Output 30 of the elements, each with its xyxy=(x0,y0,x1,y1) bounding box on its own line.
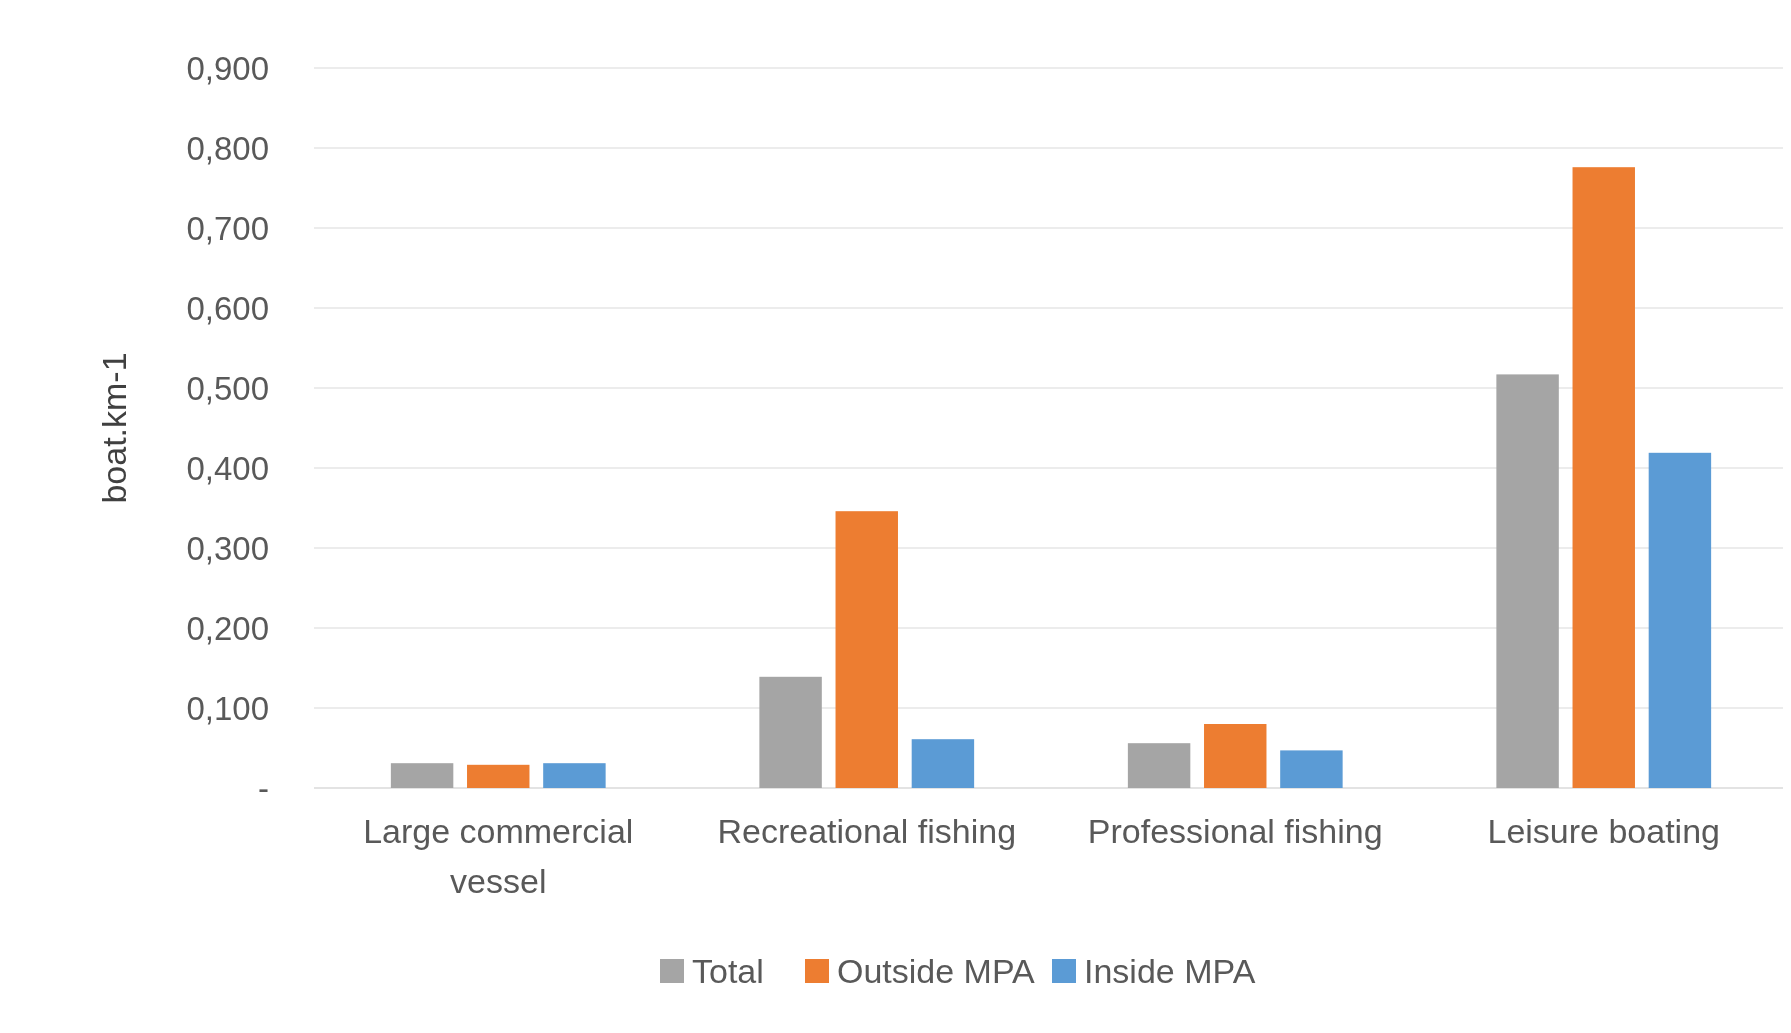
bar xyxy=(1204,724,1267,788)
y-tick-label: - xyxy=(258,769,269,807)
bar xyxy=(1496,374,1559,788)
bar xyxy=(1127,743,1191,788)
bar xyxy=(911,739,975,788)
bar xyxy=(759,676,822,788)
bar xyxy=(467,764,530,788)
y-tick-label: 0,400 xyxy=(186,449,269,487)
x-tick-label: Professional fishing xyxy=(1087,812,1383,850)
bar xyxy=(390,763,454,788)
bar xyxy=(835,511,898,788)
y-tick-label: 0,500 xyxy=(186,369,269,407)
x-tick-label: Large commercial vessel xyxy=(363,812,634,900)
legend-label: Total xyxy=(692,952,764,990)
legend-label: Inside MPA xyxy=(1084,952,1256,990)
y-tick-label: 0,100 xyxy=(186,689,269,727)
bar xyxy=(543,763,606,788)
y-axis-title: boat.km-1 xyxy=(95,352,133,504)
y-tick-label: 0,600 xyxy=(186,289,269,327)
y-tick-label: 0,200 xyxy=(186,609,269,647)
x-tick-label: Recreational fishing xyxy=(717,812,1017,850)
y-tick-label: 0,700 xyxy=(186,209,269,247)
bar xyxy=(1280,750,1343,788)
bar xyxy=(1648,452,1712,788)
x-tick-label: Leisure boating xyxy=(1487,812,1721,850)
y-tick-label: 0,800 xyxy=(186,129,269,167)
bar xyxy=(1572,167,1635,788)
legend-label: Outside MPA xyxy=(837,952,1036,990)
y-tick-label: 0,300 xyxy=(186,529,269,567)
y-tick-label: 0,900 xyxy=(186,49,269,87)
